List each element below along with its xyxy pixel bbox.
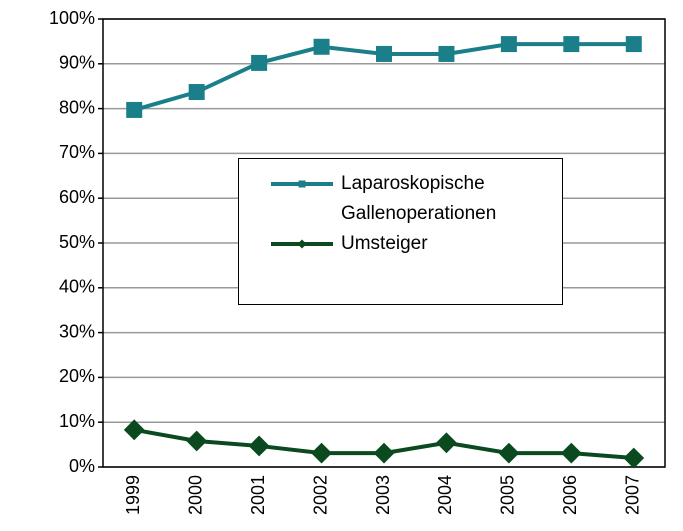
marker <box>313 38 330 55</box>
legend: Laparoskopische Gallenoperationen Umsteig… <box>238 158 563 305</box>
y-tick-label: 40% <box>59 277 95 297</box>
marker <box>498 442 520 464</box>
marker <box>251 54 268 71</box>
y-tick-label: 80% <box>59 97 95 117</box>
marker <box>297 239 307 249</box>
y-tick-label: 0% <box>69 456 95 476</box>
x-tick-label: 2002 <box>310 475 330 515</box>
marker <box>248 435 270 457</box>
y-tick-label: 30% <box>59 321 95 341</box>
marker <box>376 45 392 62</box>
legend-entry: Umsteiger <box>269 229 551 259</box>
x-tick-label: 2005 <box>498 475 518 515</box>
legend-label: Umsteiger <box>341 233 428 254</box>
marker <box>373 442 395 464</box>
legend-swatch <box>271 239 333 249</box>
y-tick-label: 10% <box>59 411 95 431</box>
x-tick-label: 1999 <box>123 475 143 515</box>
marker <box>560 442 582 464</box>
legend-swatch <box>271 180 333 188</box>
x-tick-label: 2003 <box>373 475 393 515</box>
y-tick-label: 50% <box>59 232 95 252</box>
x-tick-label: 2006 <box>560 475 580 515</box>
x-tick-label: 2000 <box>185 475 205 515</box>
x-tick-label: 2007 <box>623 475 643 515</box>
plot-border <box>102 18 666 468</box>
marker <box>438 45 455 62</box>
legend-label: Laparoskopische Gallenoperationen <box>341 173 497 224</box>
marker <box>188 84 205 101</box>
y-tick-label: 20% <box>59 366 95 386</box>
legend-entry: Laparoskopische Gallenoperationen <box>269 169 551 229</box>
y-tick-label: 100% <box>49 8 95 28</box>
y-tick-label: 70% <box>59 142 95 162</box>
x-tick-label: 2004 <box>435 475 455 515</box>
marker <box>563 36 580 53</box>
y-tick-label: 60% <box>59 187 95 207</box>
marker <box>436 432 457 454</box>
marker <box>311 442 332 464</box>
x-tick-label: 2001 <box>248 475 268 515</box>
marker <box>123 419 145 441</box>
marker <box>186 430 208 452</box>
marker <box>500 36 517 53</box>
marker <box>623 447 645 469</box>
marker <box>298 180 306 188</box>
marker <box>126 101 143 118</box>
marker <box>625 36 642 53</box>
y-tick-label: 90% <box>59 53 95 73</box>
